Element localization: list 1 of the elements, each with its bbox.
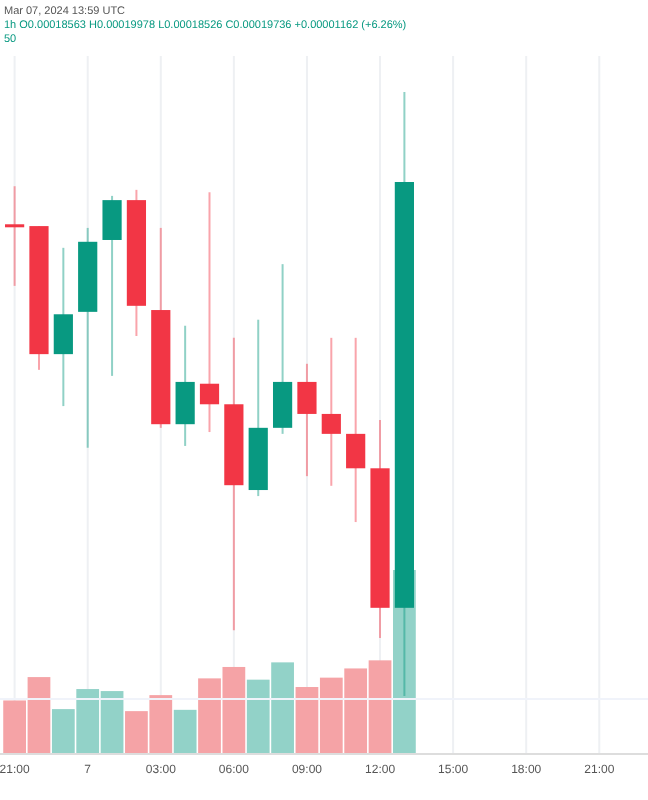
bar: [173, 709, 197, 754]
